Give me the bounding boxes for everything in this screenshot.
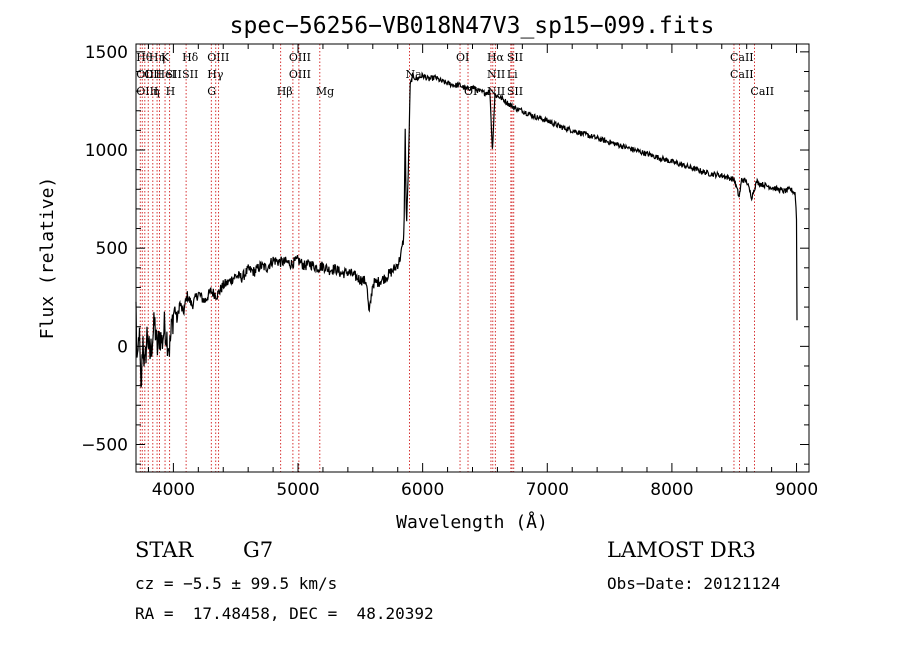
line-label: OIII bbox=[207, 51, 229, 64]
line-label: SII bbox=[507, 51, 523, 64]
y-axis-label: Flux (relative) bbox=[37, 177, 58, 340]
y-tick-label: 1000 bbox=[85, 141, 128, 161]
line-label: NII bbox=[487, 68, 505, 81]
line-label: OIII bbox=[289, 68, 311, 81]
y-tick-label: 0 bbox=[117, 337, 128, 357]
x-axis-label: Wavelength (Å) bbox=[396, 511, 548, 533]
y-tick-label: 1500 bbox=[85, 43, 128, 63]
spectrum-series bbox=[135, 71, 798, 388]
y-tick-label: −500 bbox=[81, 436, 128, 456]
survey-name: LAMOST DR3 bbox=[607, 538, 756, 562]
line-label: CaII bbox=[730, 51, 754, 64]
line-label: Hα bbox=[487, 51, 505, 64]
line-label: H bbox=[166, 85, 176, 98]
x-tick-label: 8000 bbox=[650, 480, 693, 500]
x-tick-label: 7000 bbox=[526, 480, 569, 500]
line-label: Hθ bbox=[136, 51, 153, 64]
plot-frame bbox=[135, 43, 810, 473]
line-label: OI bbox=[456, 51, 469, 64]
line-label: Hβ bbox=[277, 85, 293, 98]
line-label: CaII bbox=[730, 68, 754, 81]
x-axis: 4000 5000 6000 7000 8000 9000 bbox=[147, 44, 818, 500]
line-label: Hγ bbox=[207, 68, 224, 81]
line-label: OIII bbox=[136, 85, 158, 98]
line-label: Hδ bbox=[182, 51, 199, 64]
line-label: Mg bbox=[316, 85, 334, 98]
line-label: OII bbox=[144, 68, 162, 81]
x-tick-label: 6000 bbox=[401, 480, 444, 500]
line-label: SII bbox=[182, 68, 198, 81]
chart-title: spec−56256−VB018N47V3_sp15−099.fits bbox=[230, 13, 715, 39]
observation-date: Obs−Date: 20121124 bbox=[607, 574, 781, 593]
y-tick-label: 500 bbox=[96, 239, 128, 259]
line-label: HeI bbox=[156, 68, 176, 81]
redshift-cz: cz = −5.5 ± 99.5 km/s bbox=[135, 574, 338, 593]
line-label: OIII bbox=[289, 51, 311, 64]
object-class: STAR bbox=[135, 538, 194, 562]
x-tick-label: 5000 bbox=[276, 480, 319, 500]
line-label: Hη bbox=[149, 51, 165, 64]
x-tick-label: 4000 bbox=[152, 480, 195, 500]
line-label: SII bbox=[507, 85, 523, 98]
line-label: G bbox=[207, 85, 216, 98]
x-tick-label: 9000 bbox=[775, 480, 818, 500]
line-label: SII bbox=[166, 68, 182, 81]
line-label: Li bbox=[507, 68, 518, 81]
y-axis: −500 0 500 1000 1500 bbox=[81, 43, 809, 465]
line-label: η bbox=[153, 85, 160, 98]
subclass: G7 bbox=[243, 538, 274, 562]
coordinates: RA = 17.48458, DEC = 48.20392 bbox=[135, 604, 434, 623]
line-label: CaII bbox=[750, 85, 774, 98]
line-label: K bbox=[161, 51, 170, 64]
